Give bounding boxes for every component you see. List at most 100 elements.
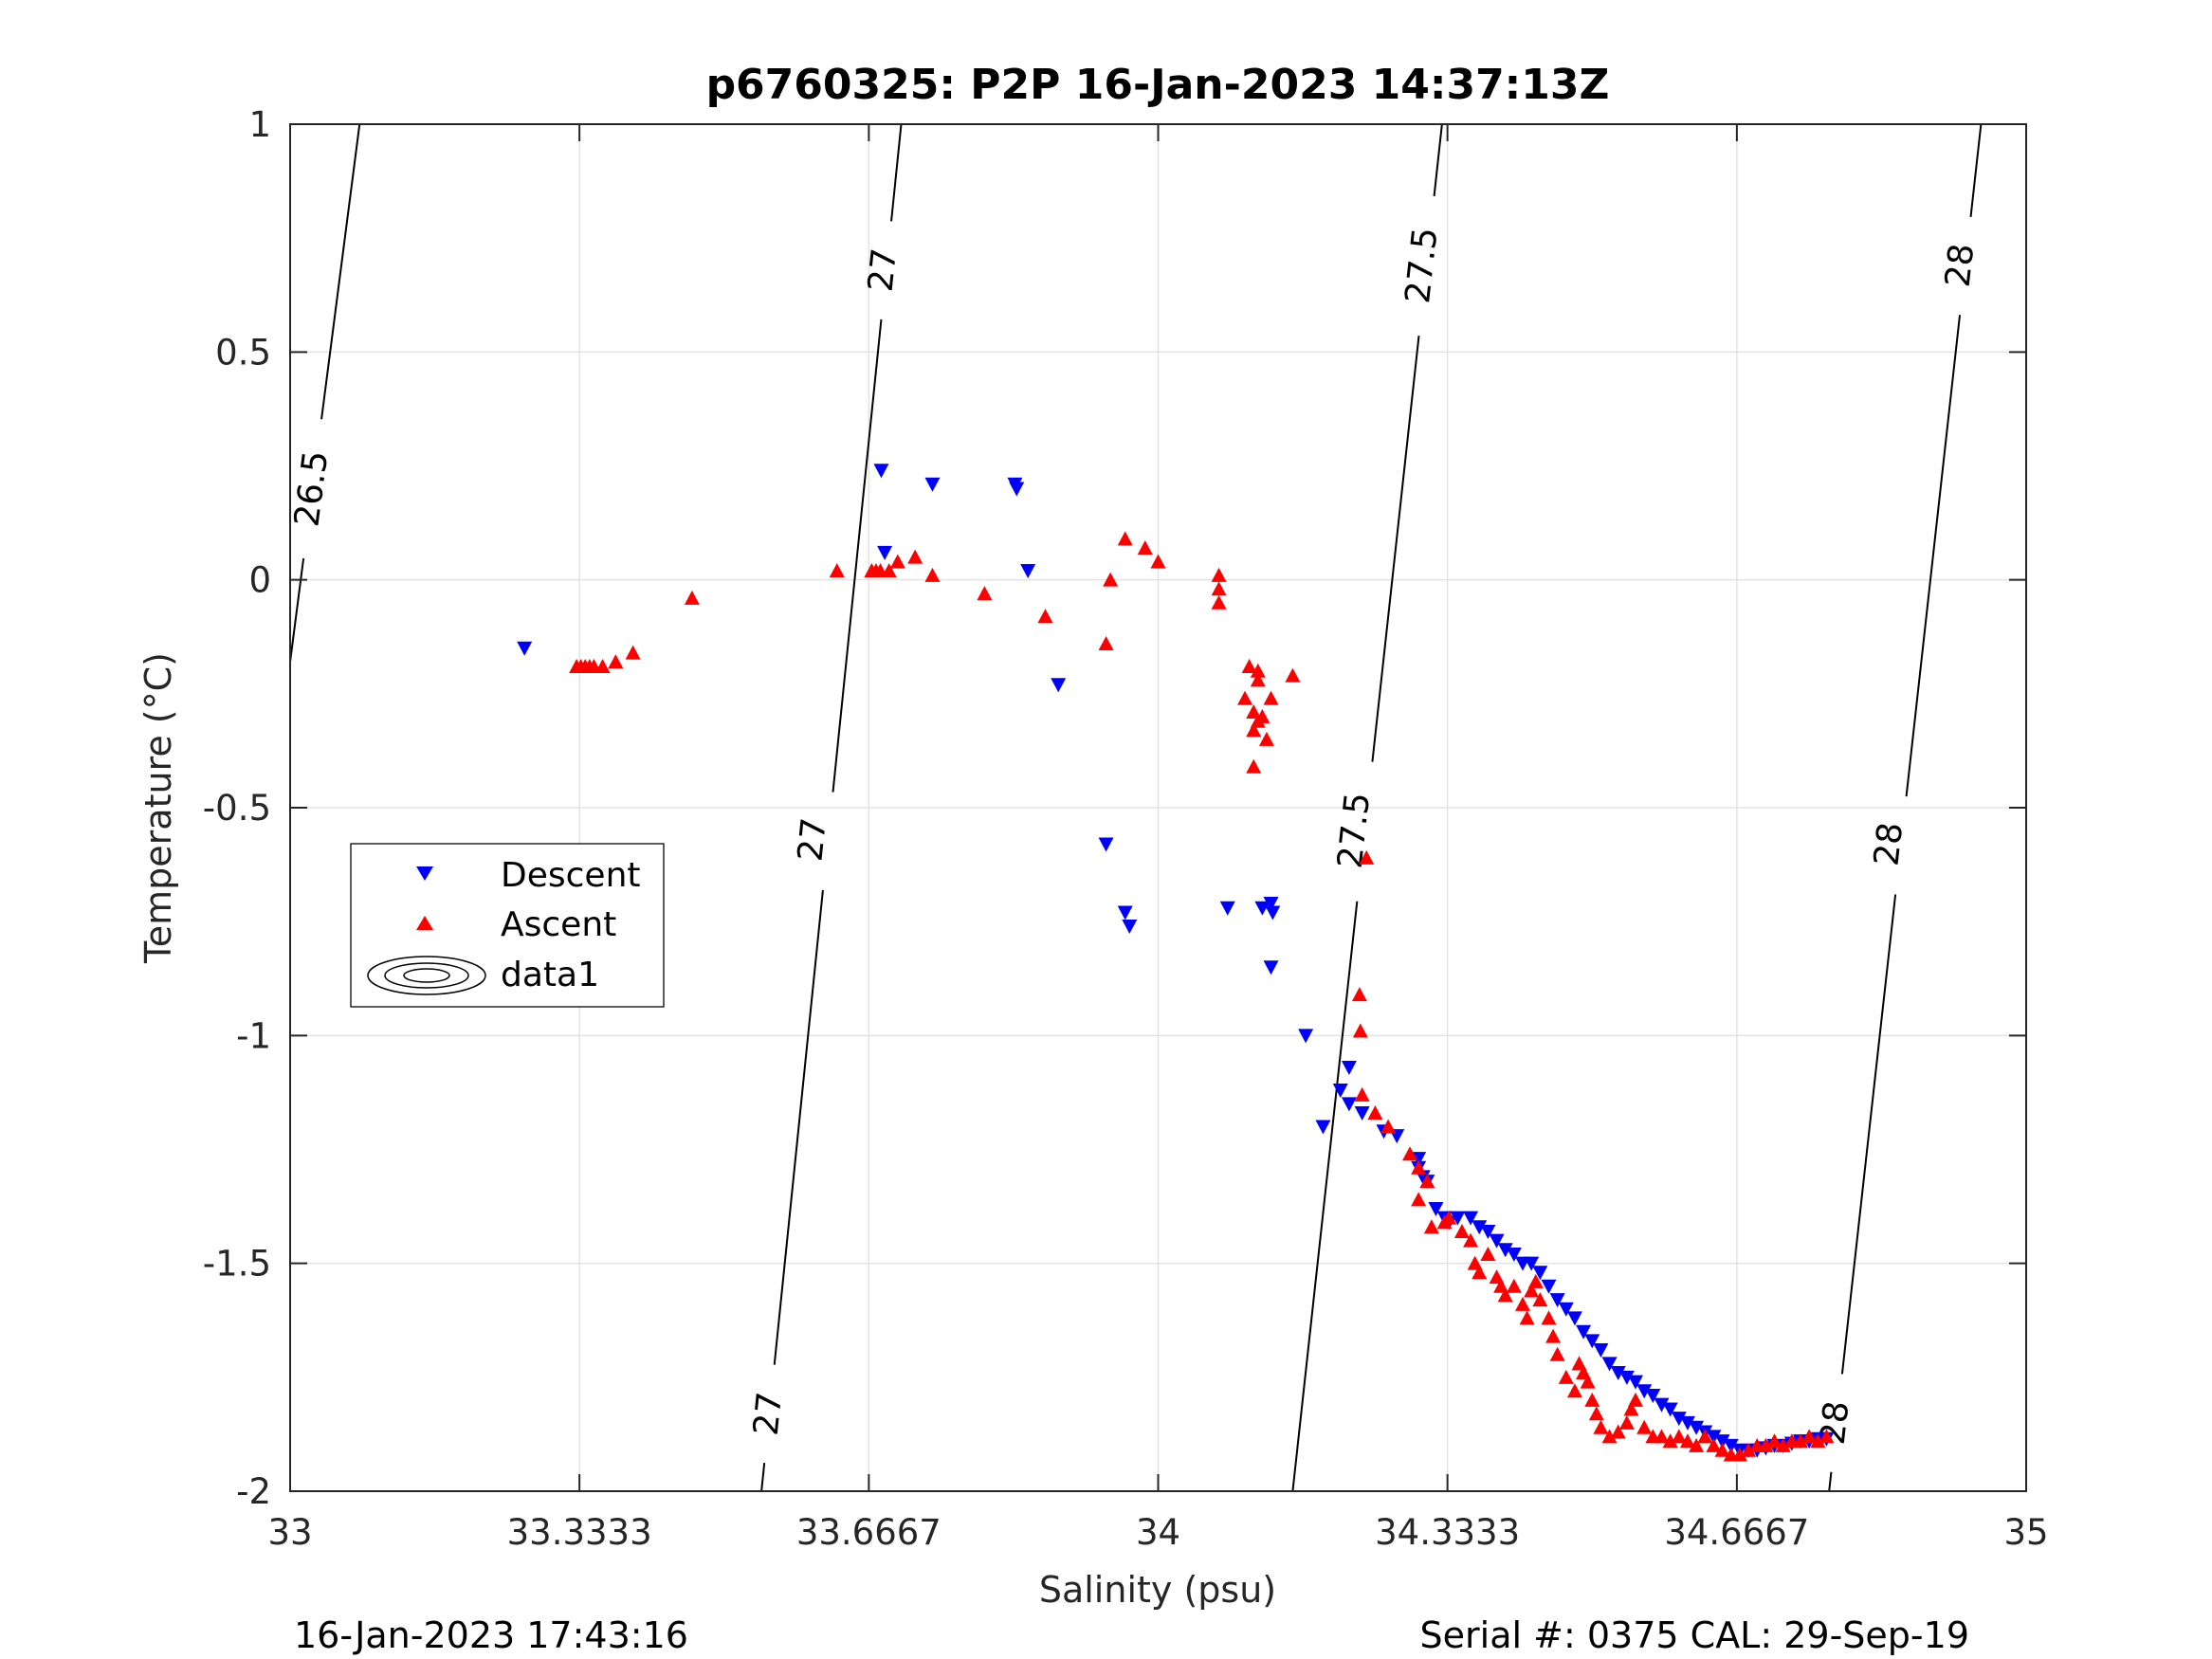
descent-point: [1341, 1097, 1357, 1112]
descent-point: [1689, 1420, 1705, 1435]
legend-box: [350, 843, 665, 1008]
ascent-point: [1801, 1429, 1818, 1444]
ascent-point: [1610, 1424, 1626, 1439]
contour-line: [1840, 894, 1897, 1375]
ascent-point: [1541, 1310, 1557, 1325]
descent-point: [1549, 1293, 1565, 1308]
descent-point: [1541, 1279, 1557, 1294]
ascent-point: [1258, 731, 1274, 746]
ascent-point: [608, 654, 624, 669]
descent-point: [1472, 1220, 1488, 1235]
descent-point: [1489, 1233, 1505, 1249]
ascent-point: [977, 586, 993, 601]
descent-point: [1354, 1106, 1370, 1121]
y-tick-label: 0.5: [215, 332, 271, 373]
descent-point: [1636, 1384, 1653, 1399]
contour-line: [1905, 315, 1962, 797]
descent-point: [1332, 1084, 1348, 1099]
ascent-point: [1254, 708, 1271, 723]
ascent-point: [1792, 1433, 1808, 1449]
descent-point: [1576, 1324, 1592, 1340]
contour-line: [320, 123, 361, 420]
ascent-point: [1237, 690, 1253, 705]
legend-contour-icon: [367, 956, 486, 995]
ascent-point: [1532, 1292, 1548, 1307]
ascent-point: [1441, 1210, 1457, 1225]
ascent-point: [924, 567, 941, 582]
descent-point: [1645, 1389, 1661, 1404]
ascent-point: [1480, 1247, 1496, 1262]
descent-point: [1497, 1243, 1513, 1258]
contour-label: 28: [1939, 242, 1983, 289]
descent-point: [1532, 1266, 1548, 1281]
grid: [290, 124, 2026, 1491]
ascent-point: [1671, 1429, 1687, 1444]
ascent-point: [1380, 1119, 1397, 1134]
contour-line: [760, 1463, 766, 1492]
data-series: [517, 464, 1835, 1462]
descent-point: [1593, 1342, 1609, 1358]
ascent-point: [1472, 1265, 1488, 1280]
ascent-point: [1766, 1433, 1782, 1449]
ascent-point: [1731, 1447, 1747, 1462]
ascent-point: [1584, 1392, 1600, 1407]
ascent-point: [1411, 1192, 1427, 1207]
contour-line: [832, 319, 883, 793]
ascent-point: [1527, 1273, 1544, 1288]
ascent-point: [1352, 1023, 1368, 1038]
descent-point: [1298, 1029, 1314, 1044]
descent-point: [1524, 1256, 1540, 1271]
ascent-point: [1618, 1414, 1635, 1430]
contour-label: 27: [862, 246, 905, 294]
ascent-point: [1689, 1437, 1705, 1452]
descent-point: [1480, 1225, 1496, 1240]
descent-point: [1341, 1060, 1357, 1075]
descent-point: [877, 545, 893, 560]
descent-point: [1051, 678, 1067, 693]
descent-point: [1662, 1402, 1678, 1417]
ascent-point: [1524, 1283, 1540, 1298]
y-tick-label: 0: [248, 560, 271, 601]
ascent-point: [1654, 1429, 1670, 1444]
descent-point: [1723, 1438, 1739, 1453]
ascent-point: [1246, 722, 1262, 738]
contour-label: 27.5: [1398, 226, 1445, 305]
y-tick-label: -2: [236, 1471, 271, 1512]
contour-line: [1433, 123, 1443, 197]
contour-line: [1828, 1471, 1833, 1492]
ascent-point: [1601, 1429, 1618, 1444]
ascent-point: [684, 590, 700, 605]
ascent-point: [1593, 1419, 1609, 1434]
y-tick-label: -0.5: [203, 788, 271, 829]
ascent-point: [1515, 1296, 1531, 1311]
descent-point: [1566, 1311, 1582, 1326]
descent-point: [1714, 1434, 1730, 1449]
x-tick-label: 33: [267, 1512, 312, 1553]
ascent-point: [1775, 1437, 1791, 1452]
ascent-point: [1519, 1310, 1535, 1325]
chart-title: p6760325: P2P 16-Jan-2023 14:37:13Z: [706, 61, 1610, 109]
x-tick-label: 35: [2003, 1512, 2048, 1553]
legend-ascent-label: Ascent: [501, 905, 616, 944]
descent-point: [1020, 564, 1036, 579]
ascent-point: [1741, 1442, 1757, 1457]
footer-serial-cal: Serial #: 0375 CAL: 29-Sep-19: [1420, 1614, 1969, 1656]
ascent-point: [1714, 1442, 1730, 1457]
contour-label: 27: [747, 1390, 790, 1437]
ascent-point: [1211, 594, 1227, 610]
ascent-point: [1103, 572, 1119, 587]
ascent-point: [1588, 1406, 1604, 1421]
ascent-point: [1211, 581, 1227, 596]
descent-point: [1263, 960, 1279, 975]
ascent-point: [1566, 1383, 1582, 1398]
descent-point: [1450, 1211, 1466, 1226]
ascent-point: [1810, 1433, 1826, 1449]
descent-point: [1618, 1370, 1635, 1385]
ascent-point: [1250, 663, 1266, 678]
ascent-point: [1549, 1346, 1565, 1361]
ascent-point: [1506, 1278, 1522, 1293]
ascent-point: [1628, 1392, 1644, 1407]
ascent-point: [1211, 567, 1227, 582]
